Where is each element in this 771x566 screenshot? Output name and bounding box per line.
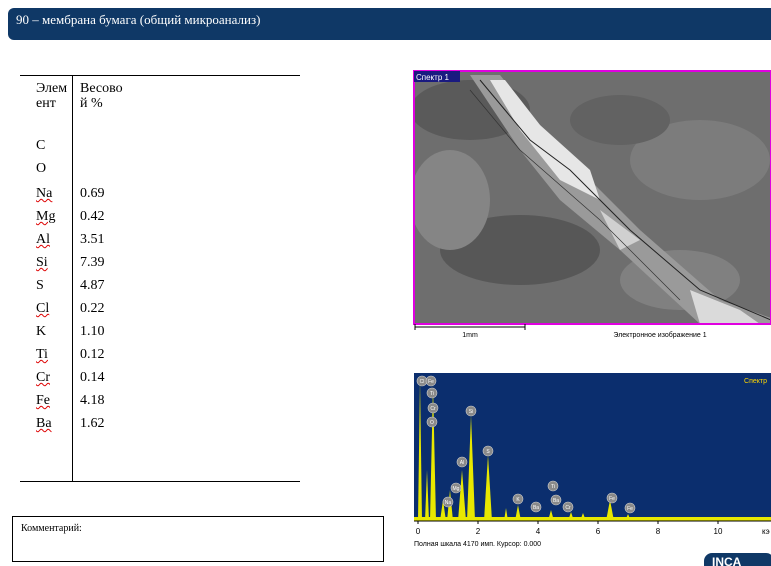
logo-text: INCA <box>712 555 742 566</box>
peak-label: Ti <box>551 484 555 490</box>
peak-label: Fe <box>428 379 434 385</box>
x-unit: кэ <box>762 527 770 536</box>
peak-label: Ba <box>533 505 539 511</box>
peak-label: Si <box>469 409 473 415</box>
peak-label: Al <box>460 460 464 466</box>
peak-label: Ba <box>553 498 559 504</box>
x-tick-label: 2 <box>476 527 481 536</box>
peak-label: Na <box>445 500 452 506</box>
x-tick-label: 8 <box>656 527 661 536</box>
peak-label: Fe <box>609 496 615 502</box>
x-tick-label: 6 <box>596 527 601 536</box>
spectrum-label: Спектр <box>744 378 767 385</box>
figures: Спектр 1 1mm Электронное изображение 1 C… <box>0 0 771 566</box>
sem-label: Спектр 1 <box>416 73 449 82</box>
scale-label: 1mm <box>462 332 478 339</box>
peak-label: Fe <box>627 506 633 512</box>
comment-box: Комментарий: <box>12 516 384 562</box>
spectrum-caption: Полная шкала 4170 имп. Курсор: 0.000 <box>414 541 541 548</box>
peak-label: Cl <box>420 379 425 385</box>
sem-image <box>410 71 771 324</box>
x-tick-label: 0 <box>416 527 421 536</box>
peak-label: Ti <box>430 391 434 397</box>
page: 90 – мембрана бумага (общий микроанализ)… <box>0 0 771 566</box>
peak-label: Cr <box>565 505 571 511</box>
sem-caption: Электронное изображение 1 <box>613 331 706 339</box>
spectrum-plot <box>414 373 771 521</box>
comment-label: Комментарий: <box>21 523 82 534</box>
peak-label: Cr <box>430 406 436 412</box>
x-tick-label: 4 <box>536 527 541 536</box>
x-tick-label: 10 <box>714 527 723 536</box>
peak-label: O <box>430 420 434 426</box>
peak-label: Mg <box>453 486 460 492</box>
